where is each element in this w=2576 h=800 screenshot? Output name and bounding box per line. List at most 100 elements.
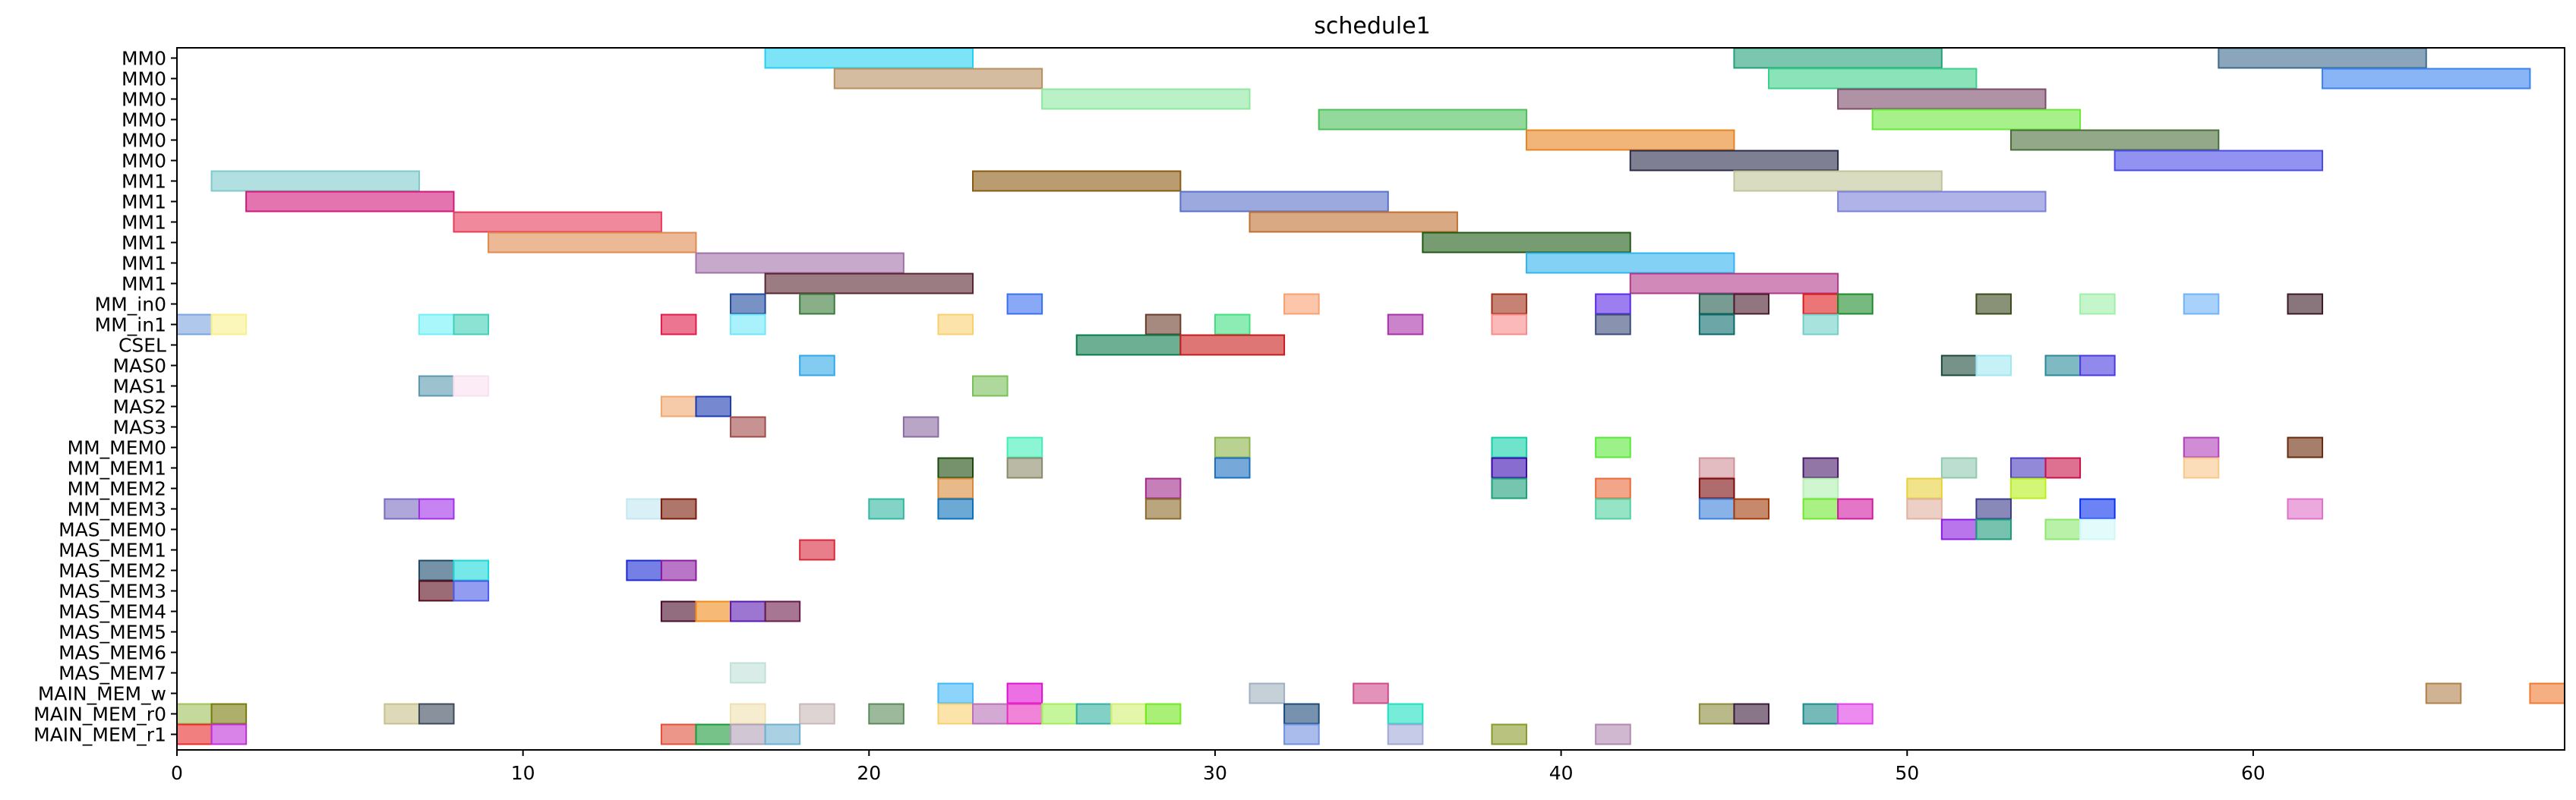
task-bar <box>1283 723 1320 745</box>
task-bar <box>1698 498 1735 520</box>
task-bar <box>2183 293 2220 315</box>
task-bar <box>488 231 697 254</box>
task-bar <box>1006 682 1043 704</box>
y-tick-label: MAIN_MEM_r1 <box>33 724 166 746</box>
y-tick-label: MM1 <box>122 171 166 193</box>
y-tick-label: MAS3 <box>113 417 166 439</box>
x-tick-label: 10 <box>511 762 535 784</box>
task-bar <box>1629 272 1839 294</box>
task-bars <box>176 47 2565 745</box>
task-bar <box>1975 293 2012 315</box>
task-bar <box>1422 231 1631 254</box>
task-bar <box>730 416 766 438</box>
y-tick-label: MAIN_MEM_w <box>38 683 166 705</box>
task-bar <box>1802 293 1839 315</box>
task-bar <box>453 211 662 233</box>
task-bar <box>2009 477 2047 499</box>
task-bar <box>1144 313 1182 335</box>
y-tick-label: MM_in0 <box>95 294 166 316</box>
task-bar <box>868 703 904 725</box>
task-bar <box>1249 211 1458 233</box>
task-bar <box>1906 477 1943 499</box>
task-bar <box>730 723 766 745</box>
task-bar <box>660 600 697 622</box>
y-tick-label: MAS2 <box>113 396 166 418</box>
y-tick-label: MM0 <box>122 68 166 90</box>
task-bar <box>1318 109 1528 131</box>
y-axis: MM0MM0MM0MM0MM0MM0MM1MM1MM1MM1MM1MM1MM_i… <box>33 48 177 746</box>
task-bar <box>1802 703 1839 725</box>
task-bar <box>1075 703 1113 725</box>
task-bar <box>1491 436 1528 458</box>
task-bar <box>660 723 697 745</box>
task-bar <box>1733 498 1769 520</box>
task-bar <box>1975 354 2012 376</box>
task-bar <box>1144 703 1182 725</box>
task-bar <box>384 703 420 725</box>
task-bar <box>2287 293 2324 315</box>
task-bar <box>2287 498 2324 520</box>
y-tick-label: MM0 <box>122 109 166 131</box>
task-bar <box>1006 703 1043 725</box>
task-bar <box>176 313 213 335</box>
task-bar <box>1283 293 1320 315</box>
task-bar <box>626 498 662 520</box>
task-bar <box>1006 436 1043 458</box>
task-bar <box>1733 293 1769 315</box>
y-tick-label: MAS_MEM0 <box>58 519 166 541</box>
task-bar <box>1940 518 1978 540</box>
task-bar <box>1595 723 1631 745</box>
y-tick-label: MAS1 <box>113 376 166 398</box>
task-bar <box>1837 293 1874 315</box>
task-bar <box>453 559 490 581</box>
task-bar <box>2079 293 2116 315</box>
task-bar <box>937 477 974 499</box>
task-bar <box>1179 334 1286 356</box>
task-bar <box>1698 313 1735 335</box>
task-bar <box>660 313 697 335</box>
task-bar <box>1491 293 1528 315</box>
task-bar <box>1595 313 1631 335</box>
task-bar <box>730 293 766 315</box>
plot-frame <box>176 47 2565 751</box>
y-tick-label: MAS_MEM2 <box>58 560 166 582</box>
task-bar <box>1802 498 1839 520</box>
task-bar <box>764 723 801 745</box>
task-bar <box>660 559 697 581</box>
y-tick-label: MAS0 <box>113 355 166 377</box>
y-tick-label: MAS_MEM1 <box>58 540 166 562</box>
task-bar <box>1526 252 1735 274</box>
task-bar <box>210 703 248 725</box>
task-bar <box>1871 109 2082 131</box>
task-bar <box>418 580 455 602</box>
task-bar <box>1802 457 1839 479</box>
x-tick-label: 30 <box>1203 762 1227 784</box>
x-tick-label: 60 <box>2241 762 2265 784</box>
y-tick-label: MM_MEM3 <box>68 499 166 521</box>
task-bar <box>453 375 490 397</box>
x-tick-label: 0 <box>171 762 183 784</box>
task-bar <box>1802 313 1839 335</box>
task-bar <box>2529 682 2565 704</box>
task-bar <box>695 723 732 745</box>
task-bar <box>2079 354 2116 376</box>
task-bar <box>1837 88 2047 110</box>
task-bar <box>1387 313 1424 335</box>
y-tick-label: MM1 <box>122 191 166 213</box>
task-bar <box>937 313 974 335</box>
task-bar <box>210 170 420 192</box>
task-bar <box>660 395 697 417</box>
task-bar <box>1214 457 1251 479</box>
task-bar <box>2218 47 2427 69</box>
task-bar <box>972 375 1009 397</box>
task-bar <box>937 457 974 479</box>
task-bar <box>1698 457 1735 479</box>
task-bar <box>868 498 904 520</box>
task-bar <box>1595 293 1631 315</box>
y-tick-label: MAS_MEM7 <box>58 663 166 685</box>
task-bar <box>1491 477 1528 499</box>
task-bar <box>972 703 1009 725</box>
task-bar <box>1214 436 1251 458</box>
task-bar <box>626 559 662 581</box>
task-bar <box>418 559 455 581</box>
